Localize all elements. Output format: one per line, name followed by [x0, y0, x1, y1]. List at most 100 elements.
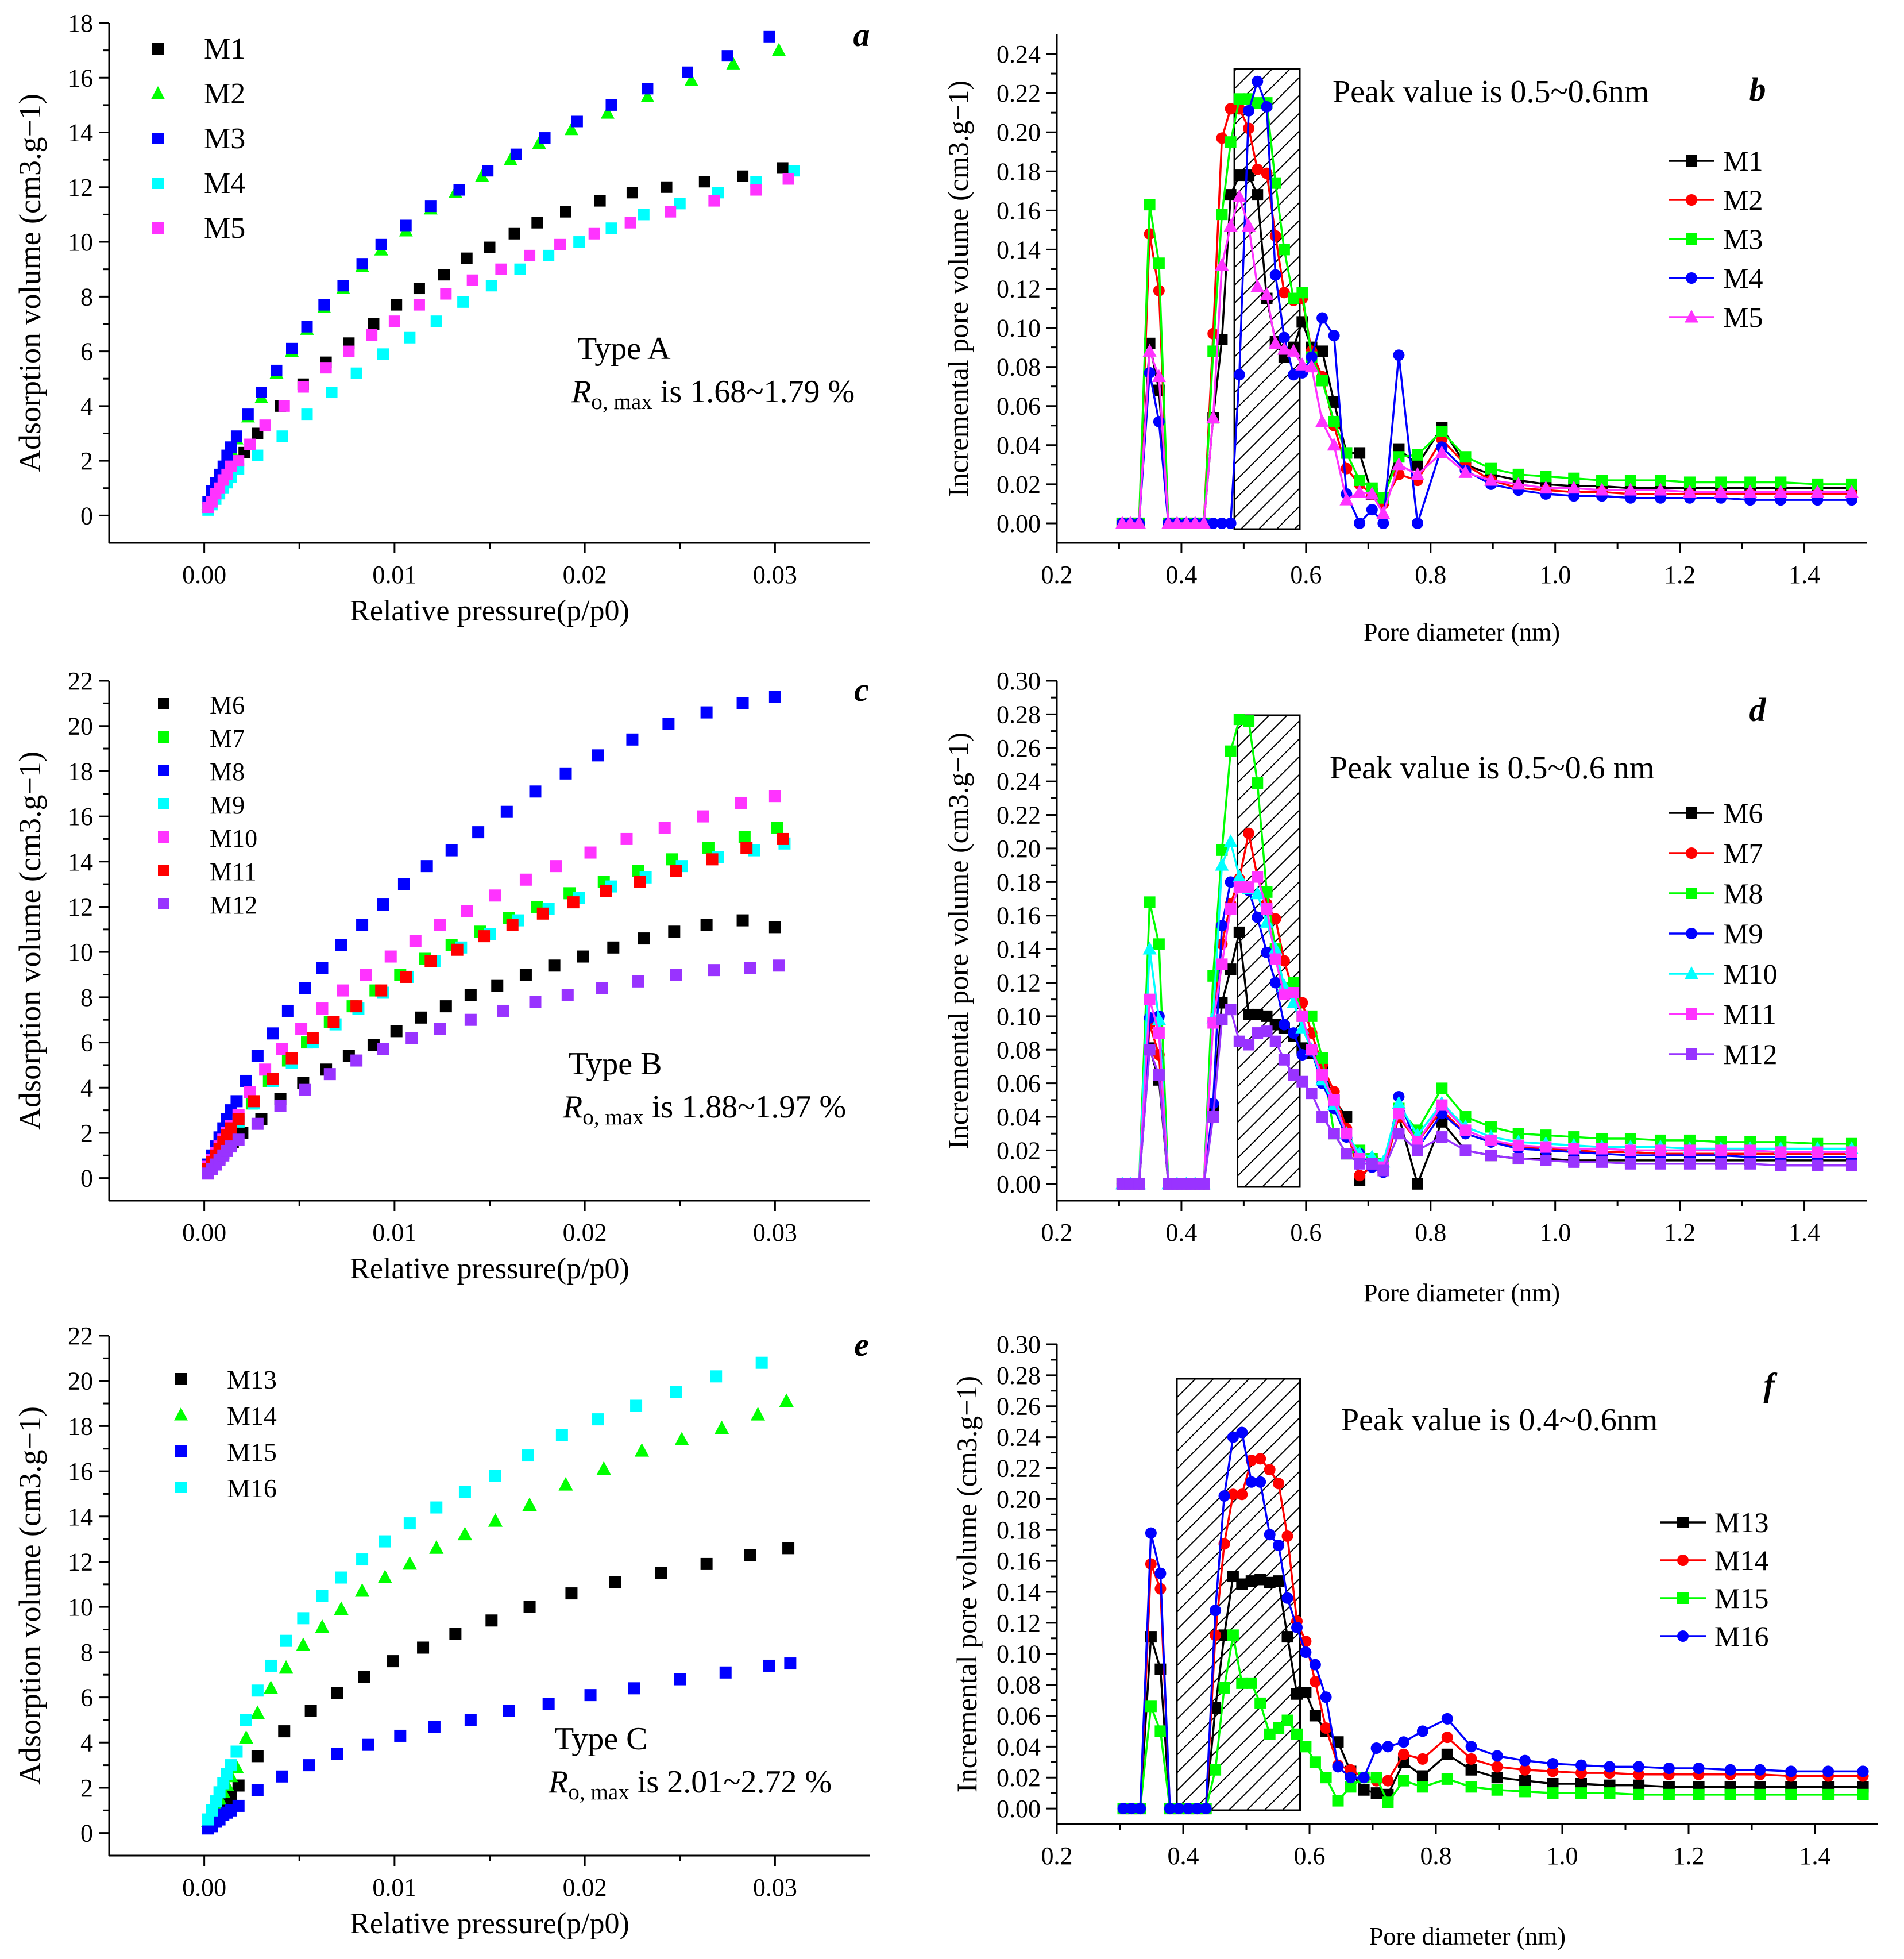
- data-point: [1441, 1773, 1453, 1785]
- legend-marker: [158, 698, 169, 709]
- y-axis-title: Incremental pore volume (cm3.g−1): [951, 1376, 983, 1792]
- x-tick-label: 0.4: [1165, 1218, 1197, 1247]
- data-point: [301, 408, 313, 421]
- data-point: [1785, 1788, 1797, 1800]
- y-tick-label: 8: [80, 984, 93, 1012]
- y-tick-label: 0.30: [997, 667, 1041, 695]
- data-point: [737, 170, 749, 182]
- data-point: [559, 767, 572, 780]
- legend-marker: [1686, 1048, 1697, 1060]
- data-point: [1416, 1725, 1428, 1737]
- legend-marker: [175, 1445, 187, 1457]
- ro-symbol: R: [571, 374, 591, 410]
- y-tick-label: 2: [80, 1774, 93, 1802]
- series-M16: [1117, 1426, 1869, 1815]
- data-point: [251, 1750, 264, 1763]
- data-point: [1465, 1764, 1477, 1776]
- data-point: [251, 1050, 264, 1062]
- data-point: [1512, 1153, 1524, 1165]
- data-point: [449, 1628, 462, 1640]
- data-point: [626, 187, 638, 199]
- y-tick-label: 20: [68, 712, 93, 741]
- legend-marker: [174, 1407, 188, 1421]
- data-point: [1328, 1094, 1340, 1106]
- y-tick-label: 0.12: [997, 275, 1041, 303]
- y-tick-label: 8: [80, 283, 93, 311]
- data-point: [458, 1486, 471, 1498]
- legend-label: M16: [227, 1474, 277, 1503]
- data-point: [1377, 1164, 1389, 1177]
- data-point: [738, 831, 751, 843]
- x-tick-label: 0.00: [182, 1218, 226, 1247]
- data-point: [430, 315, 442, 327]
- x-tick-label: 1.4: [1789, 561, 1820, 589]
- data-point: [251, 1784, 264, 1796]
- data-point: [784, 1657, 797, 1670]
- x-axis-title: Relative pressure(p/p0): [350, 1252, 629, 1285]
- y-axis-title: Adsorption volume (cm3.g−1): [13, 1406, 47, 1785]
- data-point: [702, 842, 715, 854]
- x-tick-label: 0.2: [1041, 1842, 1073, 1870]
- data-point: [1519, 1764, 1531, 1776]
- data-point: [1392, 1096, 1406, 1109]
- data-point: [230, 1095, 243, 1108]
- data-point: [1144, 993, 1156, 1005]
- legend-label: M13: [227, 1365, 277, 1394]
- data-point: [600, 885, 612, 897]
- y-tick-label: 14: [68, 1503, 93, 1531]
- data-point: [356, 258, 368, 270]
- data-point: [240, 1714, 252, 1726]
- data-point: [571, 115, 583, 128]
- data-point: [1596, 475, 1608, 487]
- data-point: [1254, 1574, 1266, 1586]
- data-point: [491, 980, 504, 992]
- data-point: [1316, 1052, 1328, 1064]
- legend-label: M7: [210, 724, 245, 753]
- data-point: [1316, 345, 1328, 357]
- data-point: [232, 1133, 245, 1146]
- legend-marker: [1686, 1008, 1697, 1020]
- data-point: [1300, 1646, 1312, 1659]
- data-point: [377, 1569, 392, 1583]
- data-point: [1365, 486, 1379, 500]
- data-point: [1366, 1158, 1378, 1170]
- data-point: [1491, 1772, 1503, 1784]
- data-point: [1164, 1803, 1176, 1815]
- data-point: [1291, 1621, 1303, 1633]
- data-point: [1254, 1453, 1266, 1465]
- data-point: [303, 1759, 315, 1772]
- data-point: [403, 1517, 416, 1530]
- data-point: [1261, 903, 1273, 915]
- data-point: [1154, 1567, 1167, 1579]
- data-point: [1715, 1144, 1727, 1156]
- data-point: [304, 1705, 317, 1717]
- data-point: [1236, 1677, 1248, 1689]
- data-point: [1180, 1178, 1192, 1190]
- data-point: [323, 1068, 336, 1081]
- data-point: [670, 865, 682, 877]
- data-point: [1485, 1121, 1497, 1133]
- panel-a: 0.00 0.01 0.02 0.03 0 2 4 6 8 10 12 14 16 18 Relative …: [13, 9, 870, 627]
- data-point: [634, 1443, 650, 1457]
- data-point: [1124, 1178, 1136, 1190]
- data-point: [1233, 926, 1245, 938]
- peak-annotation: Peak value is 0.4~0.6nm: [1341, 1402, 1658, 1438]
- data-point: [232, 1113, 245, 1125]
- data-point: [1189, 1178, 1201, 1190]
- data-point: [1170, 515, 1184, 529]
- legend-label: M15: [1714, 1582, 1768, 1614]
- legend-label: M11: [210, 858, 257, 886]
- data-point: [1207, 970, 1219, 982]
- data-point: [1252, 911, 1264, 923]
- data-point: [524, 249, 536, 261]
- data-point: [519, 969, 532, 981]
- data-point: [1459, 1111, 1472, 1123]
- data-point: [1316, 1069, 1328, 1081]
- y-tick-label: 16: [68, 1457, 93, 1486]
- data-point: [600, 106, 615, 119]
- data-point: [1218, 1490, 1230, 1502]
- series-M11: [202, 832, 789, 1175]
- data-point: [377, 1043, 389, 1055]
- y-tick-label: 18: [68, 9, 93, 37]
- data-point: [1327, 437, 1341, 451]
